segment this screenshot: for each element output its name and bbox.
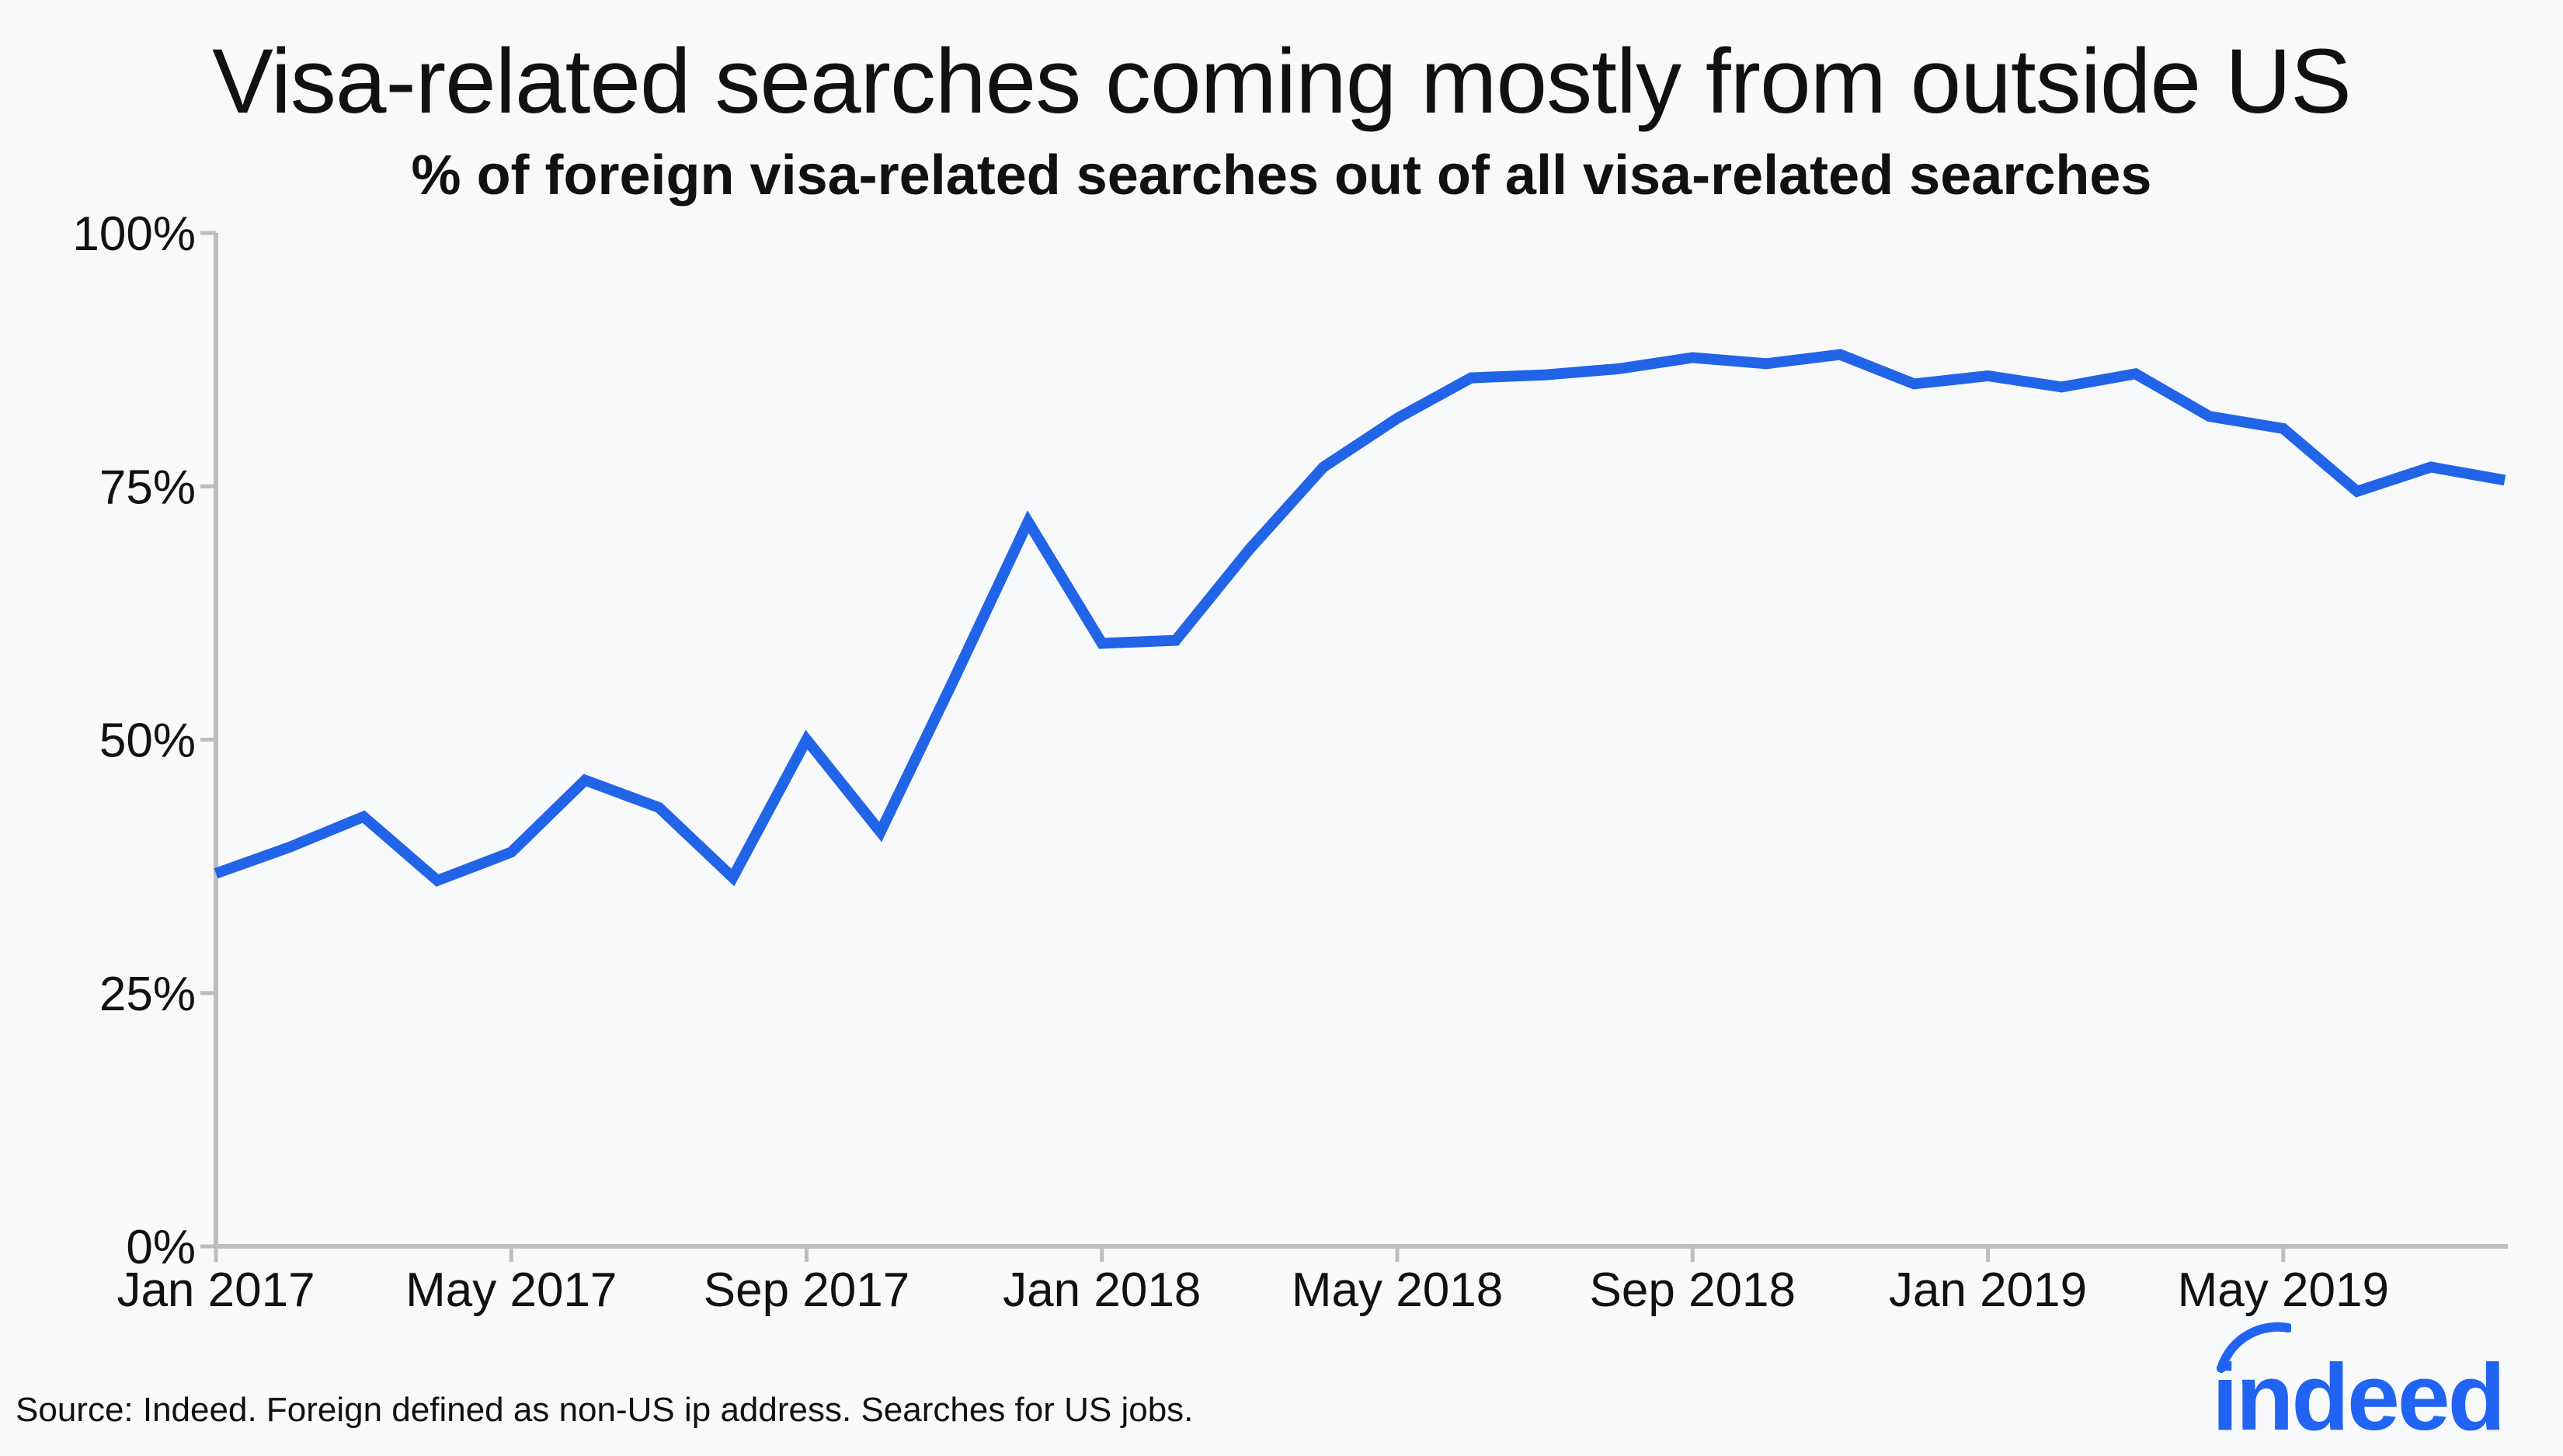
chart-series [214,349,2506,887]
y-tick-label: 50% [99,714,196,768]
y-tick-label: 100% [72,207,196,261]
x-tick-label: May 2018 [1292,1263,1503,1317]
chart-title: Visa-related searches coming mostly from… [212,30,2352,133]
x-tick-label: Jan 2018 [1003,1263,1201,1317]
y-tick-label: 75% [99,460,196,514]
chart-subtitle: % of foreign visa-related searches out o… [411,144,2152,207]
indeed-logo: indeed [2212,1320,2507,1444]
x-tick-label: Jan 2019 [1889,1263,2087,1317]
y-tick-label: 25% [99,968,196,1021]
logo-text: indeed [2212,1344,2506,1450]
source-note: Source: Indeed. Foreign defined as non-U… [16,1391,1194,1429]
x-tick-label: May 2019 [2178,1263,2389,1317]
y-axis-ticks: 0% 25% 50% 75% 100% [72,207,216,1274]
y-tick-label: 0% [126,1221,196,1274]
logo-arc-icon [2217,1322,2291,1373]
x-tick-label: Jan 2017 [116,1263,315,1317]
x-tick-label: Sep 2017 [704,1263,909,1317]
series-line [214,349,2506,887]
x-tick-label: Sep 2018 [1590,1263,1796,1317]
x-axis-ticks: Jan 2017 May 2017 Sep 2017 Jan 2018 May 2018… [116,1246,2389,1317]
x-tick-label: May 2017 [405,1263,617,1317]
